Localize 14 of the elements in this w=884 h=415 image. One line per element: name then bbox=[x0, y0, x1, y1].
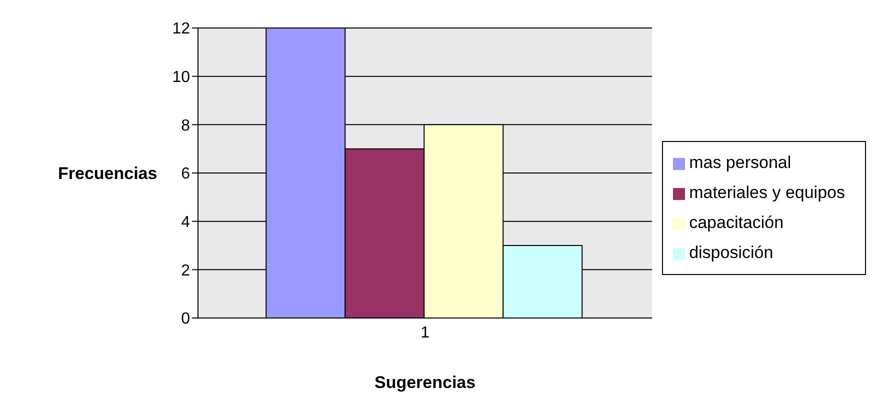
y-tick-label: 8 bbox=[181, 117, 190, 134]
legend-label: materiales y equipos bbox=[689, 183, 845, 202]
legend-label: capacitación bbox=[689, 213, 784, 232]
y-tick-label: 10 bbox=[172, 69, 190, 86]
y-tick-label: 2 bbox=[181, 262, 190, 280]
y-tick-label: 0 bbox=[181, 310, 190, 328]
y-tick-label: 6 bbox=[181, 166, 190, 183]
y-tick-label: 4 bbox=[181, 214, 190, 232]
y-axis-title: Frecuencias bbox=[58, 164, 158, 184]
x-axis-title: Sugerencias bbox=[374, 373, 476, 392]
y-tick-label: 12 bbox=[172, 20, 190, 38]
legend-label: disposición bbox=[689, 243, 774, 262]
legend-label: mas personal bbox=[689, 153, 792, 172]
x-tick-label: 1 bbox=[420, 324, 430, 342]
